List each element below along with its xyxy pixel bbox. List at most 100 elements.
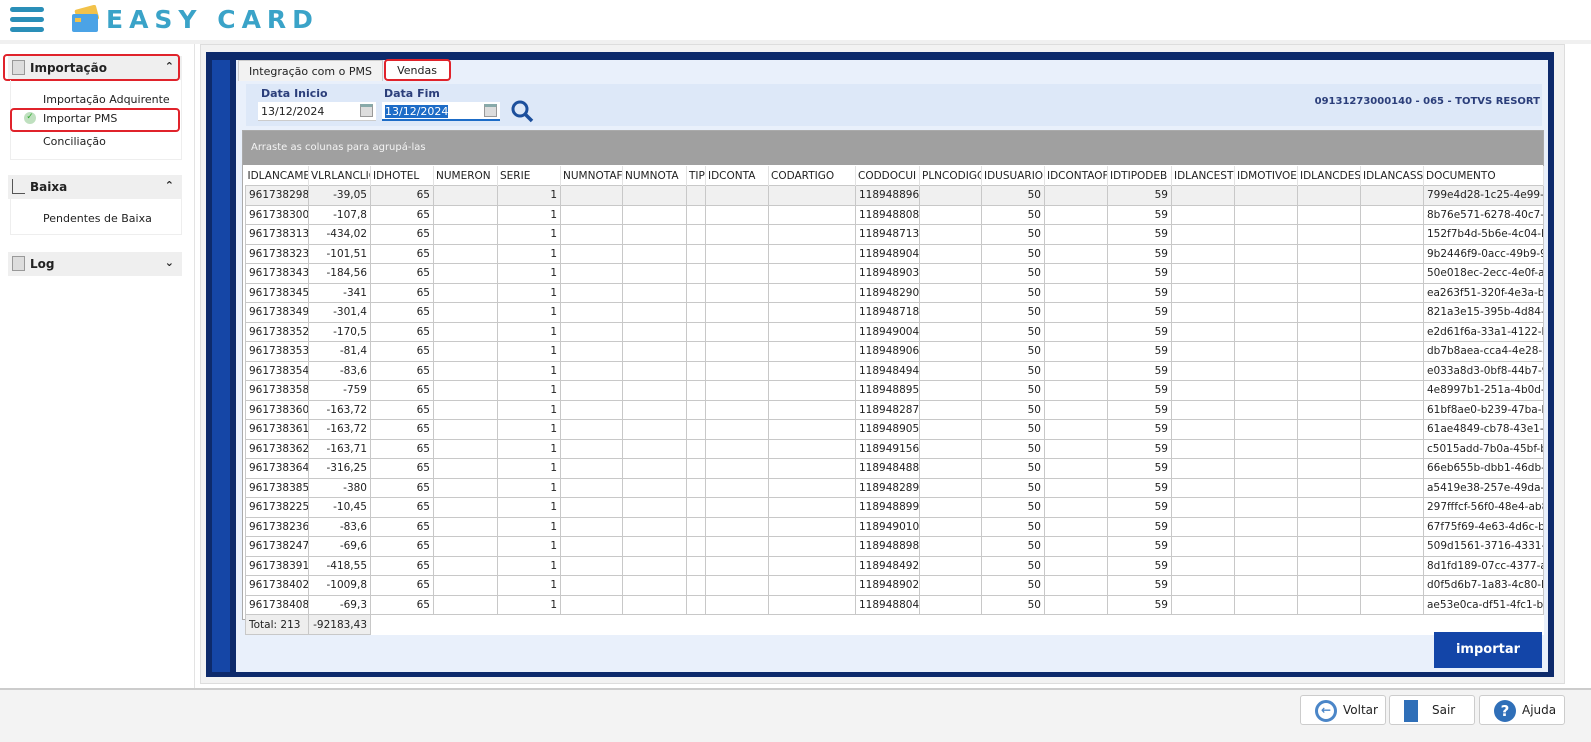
table-cell[interactable]: 509d1561-3716-4331-a3 <box>1423 536 1544 557</box>
table-cell[interactable] <box>1044 360 1108 381</box>
table-cell[interactable] <box>1297 594 1361 615</box>
table-cell[interactable]: 59 <box>1107 302 1172 323</box>
table-cell[interactable] <box>919 341 982 362</box>
table-cell[interactable] <box>919 594 982 615</box>
table-cell[interactable] <box>433 360 498 381</box>
column-header[interactable]: SERIE <box>497 166 561 186</box>
sidebar-item-importar-pms[interactable]: Importar PMS <box>43 112 118 125</box>
table-row[interactable]: 961738385 -380 65 1 118948289 50 59 a5419e38-25… <box>245 477 1544 498</box>
table-cell[interactable]: 50 <box>981 282 1045 303</box>
table-cell[interactable]: 50 <box>981 536 1045 557</box>
column-header[interactable]: IDUSUARIO <box>981 166 1045 186</box>
table-cell[interactable]: -1009,8 <box>308 575 371 596</box>
table-cell[interactable]: 961738247 <box>245 536 309 557</box>
start-date-field[interactable]: 13/12/2024 <box>258 102 376 121</box>
table-cell[interactable] <box>1171 263 1235 284</box>
table-cell[interactable] <box>1297 282 1361 303</box>
table-cell[interactable] <box>768 477 856 498</box>
table-cell[interactable]: 59 <box>1107 497 1172 518</box>
table-cell[interactable] <box>1297 243 1361 264</box>
table-cell[interactable]: 118948494 <box>855 360 920 381</box>
table-cell[interactable]: 118948895 <box>855 380 920 401</box>
table-cell[interactable]: -69,6 <box>308 536 371 557</box>
table-cell[interactable]: 961738360 <box>245 399 309 420</box>
table-cell[interactable]: 118948804 <box>855 594 920 615</box>
table-cell[interactable]: 961738298 <box>245 185 309 206</box>
table-cell[interactable]: 118948718 <box>855 302 920 323</box>
table-cell[interactable] <box>1234 341 1298 362</box>
table-cell[interactable] <box>1234 419 1298 440</box>
table-cell[interactable] <box>1171 575 1235 596</box>
table-cell[interactable] <box>686 477 706 498</box>
table-cell[interactable] <box>1044 263 1108 284</box>
table-cell[interactable] <box>919 185 982 206</box>
table-cell[interactable] <box>1234 516 1298 537</box>
table-cell[interactable] <box>1171 438 1235 459</box>
table-cell[interactable] <box>686 321 706 342</box>
table-cell[interactable]: db7b8aea-cca4-4e28-ab <box>1423 341 1544 362</box>
table-cell[interactable] <box>622 594 687 615</box>
table-cell[interactable]: 118948905 <box>855 419 920 440</box>
table-cell[interactable] <box>686 360 706 381</box>
table-cell[interactable]: -83,6 <box>308 360 371 381</box>
table-cell[interactable]: 50 <box>981 204 1045 225</box>
table-cell[interactable] <box>1360 536 1424 557</box>
search-icon[interactable] <box>510 99 534 123</box>
table-cell[interactable]: 65 <box>370 594 434 615</box>
table-row[interactable]: 961738408 -69,3 65 1 118948804 50 59 ae53e0ca-d… <box>245 594 1544 615</box>
table-cell[interactable] <box>686 302 706 323</box>
table-cell[interactable] <box>433 185 498 206</box>
table-cell[interactable] <box>1171 321 1235 342</box>
table-cell[interactable] <box>1360 575 1424 596</box>
table-cell[interactable] <box>1360 204 1424 225</box>
table-cell[interactable] <box>919 497 982 518</box>
table-cell[interactable] <box>433 224 498 245</box>
table-cell[interactable]: 50 <box>981 438 1045 459</box>
table-cell[interactable]: 118948904 <box>855 243 920 264</box>
table-cell[interactable] <box>1360 302 1424 323</box>
table-cell[interactable]: 59 <box>1107 204 1172 225</box>
table-row[interactable]: 961738352 -170,5 65 1 118949004 50 59 e2d61f6a-… <box>245 321 1544 342</box>
table-cell[interactable] <box>622 555 687 576</box>
table-cell[interactable]: 59 <box>1107 438 1172 459</box>
table-cell[interactable]: 1 <box>497 185 561 206</box>
table-cell[interactable]: 118948492 <box>855 555 920 576</box>
table-cell[interactable] <box>1297 321 1361 342</box>
table-cell[interactable] <box>1044 341 1108 362</box>
table-cell[interactable]: 59 <box>1107 536 1172 557</box>
table-cell[interactable] <box>1234 555 1298 576</box>
table-cell[interactable]: 118949004 <box>855 321 920 342</box>
column-header[interactable]: IDHOTEL <box>370 166 434 186</box>
column-header[interactable]: IDCONTA <box>705 166 769 186</box>
table-cell[interactable]: 961738402 <box>245 575 309 596</box>
table-cell[interactable]: 1 <box>497 224 561 245</box>
table-cell[interactable]: 65 <box>370 302 434 323</box>
sidebar-section-log[interactable]: Log ⌄ <box>8 252 182 276</box>
table-cell[interactable]: 65 <box>370 263 434 284</box>
table-row[interactable]: 961738360 -163,72 65 1 118948287 50 59 61bf8ae0… <box>245 399 1544 420</box>
table-cell[interactable]: 65 <box>370 419 434 440</box>
table-cell[interactable] <box>1360 380 1424 401</box>
table-cell[interactable]: -170,5 <box>308 321 371 342</box>
table-cell[interactable] <box>919 399 982 420</box>
table-cell[interactable]: 1 <box>497 341 561 362</box>
table-cell[interactable]: 50 <box>981 321 1045 342</box>
table-cell[interactable] <box>622 341 687 362</box>
table-cell[interactable] <box>1171 341 1235 362</box>
table-cell[interactable] <box>919 516 982 537</box>
table-cell[interactable]: 961738391 <box>245 555 309 576</box>
table-cell[interactable] <box>919 224 982 245</box>
table-cell[interactable]: 118948902 <box>855 575 920 596</box>
table-cell[interactable] <box>1297 497 1361 518</box>
table-cell[interactable] <box>705 224 769 245</box>
table-cell[interactable]: 297fffcf-56f0-48e4-ab8a <box>1423 497 1544 518</box>
group-panel[interactable]: Arraste as colunas para agrupá-las <box>243 131 1543 165</box>
table-cell[interactable] <box>433 536 498 557</box>
table-cell[interactable] <box>1171 243 1235 264</box>
table-cell[interactable]: 59 <box>1107 263 1172 284</box>
table-cell[interactable] <box>768 419 856 440</box>
table-cell[interactable] <box>1234 282 1298 303</box>
table-cell[interactable] <box>686 380 706 401</box>
table-cell[interactable] <box>622 516 687 537</box>
sidebar-item-conciliacao[interactable]: Conciliação <box>43 135 106 148</box>
